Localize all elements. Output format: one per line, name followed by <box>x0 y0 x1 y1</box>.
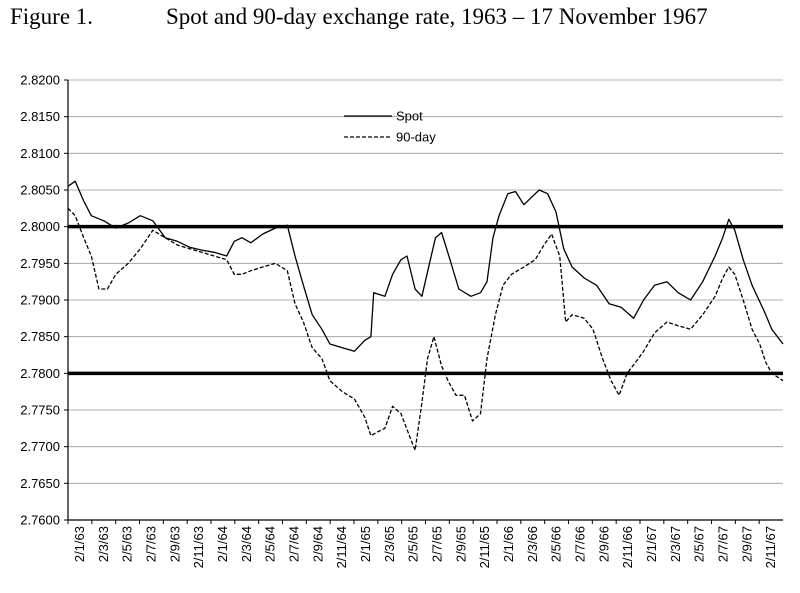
x-tick-label: 2/5/67 <box>692 526 707 562</box>
y-tick-label: 2.8150 <box>20 109 60 124</box>
y-tick-label: 2.8000 <box>20 219 60 234</box>
x-tick-label: 2/1/64 <box>215 526 230 562</box>
y-tick-label: 2.7650 <box>20 476 60 491</box>
x-tick-label: 2/1/66 <box>501 526 516 562</box>
spot-series-line <box>67 180 784 352</box>
y-tick-label: 2.7750 <box>20 403 60 418</box>
legend-label: Spot <box>396 109 423 124</box>
x-tick-label: 2/11/67 <box>763 526 778 568</box>
x-tick-label: 2/9/67 <box>739 526 754 562</box>
x-tick-label: 2/5/64 <box>263 526 278 562</box>
x-tick-label: 2/7/66 <box>572 526 587 562</box>
x-tick-label: 2/9/65 <box>453 526 468 562</box>
x-tick-label: 2/1/63 <box>72 526 87 562</box>
x-tick-label: 2/9/66 <box>596 526 611 562</box>
y-tick-label: 2.7800 <box>20 366 60 381</box>
y-tick-label: 2.8200 <box>20 73 60 88</box>
x-tick-label: 2/3/65 <box>382 526 397 562</box>
figure-title: Spot and 90-day exchange rate, 1963 – 17… <box>166 4 708 29</box>
y-tick-label: 2.7850 <box>20 329 60 344</box>
x-tick-label: 2/3/67 <box>668 526 683 562</box>
x-tick-label: 2/9/63 <box>167 526 182 562</box>
x-tick-label: 2/9/64 <box>310 526 325 562</box>
y-tick-label: 2.8100 <box>20 146 60 161</box>
x-tick-label: 2/7/64 <box>286 526 301 562</box>
y-tick-label: 2.7950 <box>20 256 60 271</box>
x-tick-label: 2/11/63 <box>191 526 206 568</box>
y-tick-label: 2.7900 <box>20 293 60 308</box>
x-tick-label: 2/11/64 <box>334 526 349 568</box>
y-tick-label: 2.7700 <box>20 439 60 454</box>
x-tick-label: 2/11/65 <box>477 526 492 568</box>
x-tick-label: 2/5/63 <box>120 526 135 562</box>
axes <box>64 79 783 524</box>
x-tick-label: 2/5/66 <box>549 526 564 562</box>
x-tick-label: 2/5/65 <box>406 526 421 562</box>
ninety-day-series-line <box>67 207 784 451</box>
x-tick-label: 2/7/67 <box>715 526 730 562</box>
x-tick-label: 2/1/67 <box>644 526 659 562</box>
series-lines <box>67 180 784 451</box>
legend: Spot 90-day <box>344 109 436 145</box>
x-tick-label: 2/3/64 <box>239 526 254 562</box>
grid-lines <box>68 79 783 521</box>
y-tick-label: 2.7600 <box>20 513 60 528</box>
y-tick-label: 2.8050 <box>20 183 60 198</box>
x-tick-label: 2/7/65 <box>429 526 444 562</box>
figure-number: Figure 1. <box>10 4 94 29</box>
x-tick-labels: 2/1/63 2/3/63 2/5/63 2/7/63 2/9/63 2/11/63 2/1… <box>72 526 778 568</box>
legend-label: 90-day <box>396 130 436 145</box>
x-tick-label: 2/7/63 <box>143 526 158 562</box>
x-tick-label: 2/1/65 <box>358 526 373 562</box>
x-tick-label: 2/11/66 <box>620 526 635 568</box>
x-tick-label: 2/3/63 <box>96 526 111 562</box>
figure-heading: Figure 1. Spot and 90-day exchange rate,… <box>10 4 790 40</box>
x-tick-label: 2/3/66 <box>525 526 540 562</box>
y-tick-labels: 2.7600 2.7650 2.7700 2.7750 2.7800 2.7850 2.79… <box>20 73 60 528</box>
